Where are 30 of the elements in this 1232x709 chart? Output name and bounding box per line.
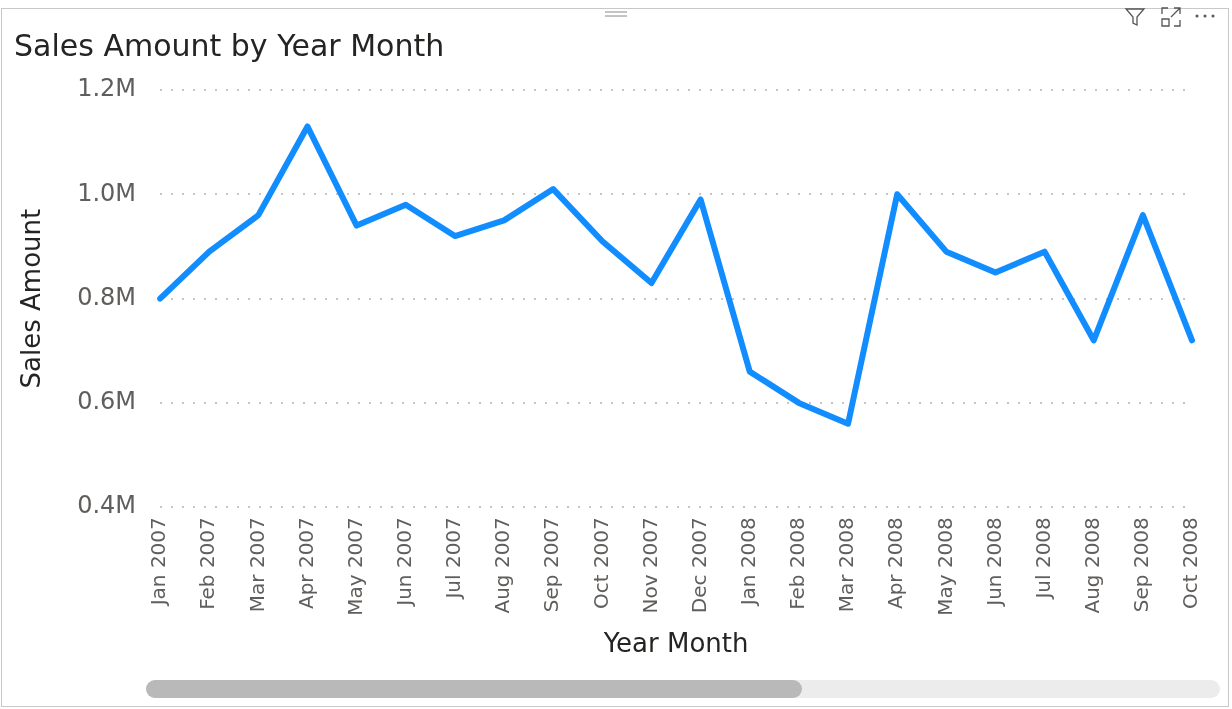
- y-tick-label: 1.2M: [77, 74, 137, 103]
- x-tick-label: Nov 2007: [637, 517, 662, 614]
- chart-title: Sales Amount by Year Month: [14, 27, 445, 63]
- x-tick-label: Sep 2007: [539, 517, 564, 613]
- x-tick-label: Aug 2007: [490, 517, 515, 614]
- x-tick-label: Feb 2007: [195, 517, 220, 610]
- x-tick-label: Oct 2008: [1178, 517, 1203, 610]
- y-tick-label: 0.4M: [77, 491, 137, 520]
- x-tick-label: Apr 2008: [883, 517, 908, 610]
- x-tick-label: Dec 2007: [686, 517, 711, 614]
- x-tick-label: Oct 2007: [588, 517, 613, 610]
- x-tick-label: Aug 2008: [1079, 517, 1104, 614]
- x-tick-label: Jan 2007: [146, 517, 171, 608]
- x-tick-label: Jul 2008: [1030, 517, 1055, 601]
- x-tick-label: Apr 2007: [293, 517, 318, 610]
- y-axis-title: Sales Amount: [16, 208, 47, 389]
- x-tick-label: Sep 2008: [1129, 517, 1154, 613]
- x-tick-label: May 2008: [932, 517, 957, 616]
- x-tick-label: Jun 2007: [391, 517, 416, 608]
- y-tick-label: 1.0M: [77, 178, 137, 207]
- y-tick-label: 0.8M: [77, 282, 137, 311]
- x-tick-label: May 2007: [342, 517, 367, 616]
- x-tick-label: Jan 2008: [735, 517, 760, 608]
- x-tick-label: Jun 2008: [981, 517, 1006, 608]
- y-tick-label: 0.6M: [77, 387, 137, 416]
- x-tick-label: Feb 2008: [785, 517, 810, 610]
- x-tick-label: Jul 2007: [441, 517, 466, 601]
- x-tick-label: Mar 2008: [834, 517, 859, 613]
- x-tick-label: Mar 2007: [244, 517, 269, 613]
- x-axis-title: Year Month: [602, 628, 749, 659]
